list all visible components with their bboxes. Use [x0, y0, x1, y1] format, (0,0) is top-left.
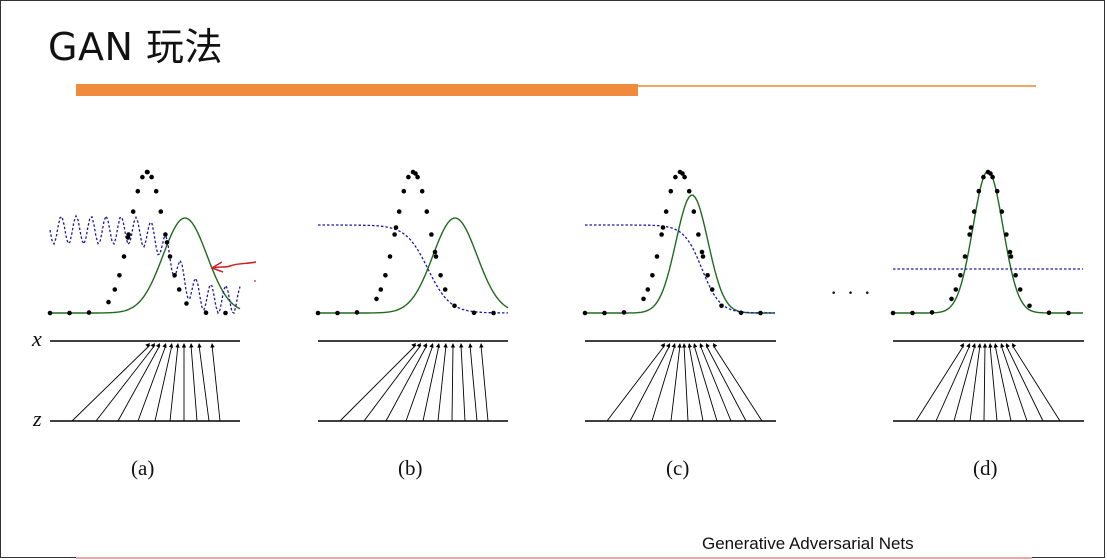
panel-d: [890, 169, 1084, 422]
caption-b: (b): [398, 456, 423, 480]
data-distribution-dots: [582, 169, 763, 316]
mapping-arrows: [606, 343, 763, 422]
data-distribution-dots: [315, 169, 496, 316]
discriminator-curve: [585, 224, 775, 314]
mapping-arrows: [339, 343, 489, 422]
footer-source: Generative Adversarial Nets: [702, 534, 914, 553]
panel-a: [47, 169, 241, 422]
panel-c: [582, 169, 776, 422]
title-underline-thick: [76, 84, 638, 96]
generator-curve: [893, 170, 1083, 314]
panel-b: [315, 169, 509, 422]
caption-c: (c): [666, 456, 690, 480]
generator-curve: [318, 217, 509, 314]
discriminator-curve: [318, 224, 508, 314]
x-axis-label: x: [32, 326, 42, 351]
caption-d: (d): [973, 456, 998, 480]
mapping-arrows: [71, 343, 221, 422]
title-underline-thin: [638, 85, 1036, 87]
slide-title: GAN 玩法: [48, 25, 223, 69]
caption-a: (a): [131, 456, 155, 480]
data-distribution-dots: [890, 169, 1071, 316]
discriminator-curve: [49, 214, 241, 315]
generator-curve: [50, 217, 241, 314]
ellipsis: · · ·: [830, 280, 873, 305]
footer-divider: [76, 557, 1032, 559]
annotation-arrow: [210, 261, 257, 282]
data-distribution-dots: [47, 169, 228, 316]
generator-curve: [585, 194, 775, 314]
z-axis-label: z: [33, 406, 42, 431]
mapping-arrows: [915, 343, 1061, 422]
